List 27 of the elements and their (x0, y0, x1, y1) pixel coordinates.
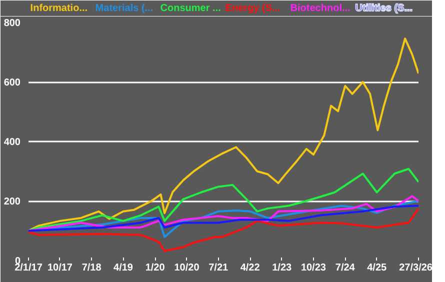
x-tick-label: 7/24 (335, 262, 356, 274)
x-tick-label: 7/21 (208, 262, 229, 274)
x-tick-label: 7/18 (82, 262, 102, 274)
x-tick-label: 10/23 (300, 262, 326, 274)
y-tick-label: 600 (4, 78, 21, 88)
line-series (28, 204, 418, 232)
text: Utilities (S... (355, 3, 413, 14)
x-tick-label: 27/3/26 (399, 262, 433, 274)
line-series (28, 207, 418, 252)
line-series (28, 38, 418, 232)
text: Energy (S... (225, 3, 281, 14)
x-tick-label: 2/1/17 (14, 262, 43, 274)
text: Materials (... (95, 3, 154, 14)
text: Informatio... (30, 3, 88, 14)
x-tick-label: 10/20 (174, 262, 200, 274)
x-tick-label: 4/19 (114, 262, 134, 274)
x-tick-label: 4/25 (367, 262, 388, 274)
x-tick-label: 10/17 (47, 262, 73, 274)
x-tick-label: 1/23 (272, 262, 292, 274)
x-tick-label: 4/22 (240, 262, 260, 274)
line-series (28, 168, 418, 232)
text: Consumer ... (160, 3, 222, 14)
x-tick-label: 1/20 (145, 262, 166, 274)
text: Biotechnol... (290, 3, 351, 14)
y-tick-label: 200 (4, 196, 21, 208)
y-tick-label: 800 (4, 18, 21, 29)
y-tick-label: 400 (4, 137, 21, 148)
